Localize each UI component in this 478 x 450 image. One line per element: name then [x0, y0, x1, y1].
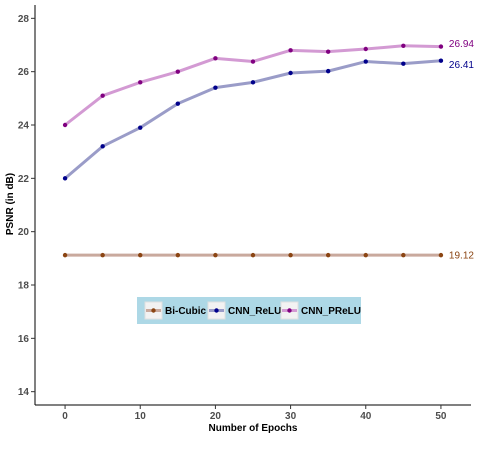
data-point-cnn-relu: [288, 70, 293, 76]
legend-label-cnn-relu: CNN_ReLU: [228, 306, 281, 317]
legend-key-point: [287, 308, 292, 313]
data-point-bi-cubic: [401, 252, 406, 258]
y-tick-label: 28: [18, 14, 30, 25]
y-tick-label: 26: [18, 67, 30, 78]
legend-label-bi-cubic: Bi-Cubic: [165, 306, 207, 317]
x-tick-label: 30: [285, 411, 297, 422]
y-tick-label: 18: [18, 281, 30, 292]
legend-label-cnn-prelu: CNN_PReLU: [301, 306, 361, 317]
x-tick-label: 50: [435, 411, 447, 422]
series-bi-cubic: [62, 252, 444, 258]
data-point-cnn-prelu: [62, 122, 68, 128]
x-axis-title: Number of Epochs: [209, 423, 298, 434]
series-layer: [62, 43, 444, 258]
end-label-cnn-relu: 26.41: [449, 60, 474, 71]
data-point-cnn-relu: [175, 101, 181, 106]
x-tick-label: 20: [210, 411, 222, 422]
legend-box: [137, 297, 361, 324]
axes: 14 16 18 20 22 24 26 28 0 10 20 30 40 50: [18, 5, 471, 422]
legend-item-cnn-prelu: CNN_PReLU: [280, 301, 361, 320]
data-point-bi-cubic: [288, 252, 293, 258]
data-point-cnn-prelu: [138, 80, 143, 85]
data-point-cnn-prelu: [401, 43, 406, 48]
data-point-cnn-prelu: [250, 59, 256, 64]
series-line-cnn-relu: [64, 59, 442, 180]
data-point-cnn-relu: [213, 85, 218, 90]
y-tick-label: 24: [18, 121, 30, 132]
data-point-cnn-relu: [138, 125, 143, 130]
legend-key-point: [214, 308, 219, 313]
data-point-cnn-prelu: [175, 69, 181, 74]
data-point-cnn-prelu: [213, 56, 218, 61]
y-tick-label: 20: [18, 227, 30, 238]
data-point-bi-cubic: [250, 252, 256, 258]
y-axis-title: PSNR (in dB): [5, 173, 16, 235]
end-labels: 19.12 26.41 26.94: [449, 39, 474, 262]
legend: Bi-Cubic CNN_ReLU CNN_PReLU: [137, 297, 361, 324]
data-point-bi-cubic: [363, 252, 368, 258]
data-point-cnn-prelu: [438, 44, 444, 49]
end-label-cnn-prelu: 26.94: [449, 39, 474, 50]
data-point-bi-cubic: [138, 252, 143, 258]
data-point-bi-cubic: [438, 252, 444, 258]
data-point-cnn-prelu: [288, 48, 293, 53]
data-point-cnn-relu: [62, 176, 68, 181]
data-point-cnn-relu: [100, 144, 105, 149]
data-point-cnn-relu: [363, 59, 368, 64]
series-line-cnn-prelu: [64, 44, 441, 127]
series-cnn-relu: [62, 58, 444, 181]
legend-key-point: [151, 308, 156, 313]
data-point-bi-cubic: [175, 252, 181, 258]
data-point-cnn-relu: [401, 61, 406, 66]
data-point-bi-cubic: [100, 252, 105, 258]
legend-item-cnn-relu: CNN_ReLU: [207, 301, 281, 320]
data-point-bi-cubic: [62, 252, 68, 258]
y-tick-label: 22: [18, 174, 30, 185]
end-label-bi-cubic: 19.12: [449, 251, 474, 262]
data-point-cnn-prelu: [100, 93, 105, 98]
data-point-cnn-relu: [250, 80, 256, 85]
data-point-bi-cubic: [213, 252, 218, 258]
legend-item-bi-cubic: Bi-Cubic: [144, 301, 207, 320]
data-point-cnn-relu: [438, 58, 444, 63]
data-point-cnn-relu: [325, 68, 331, 74]
y-tick-label: 14: [18, 387, 30, 398]
x-tick-label: 10: [135, 411, 147, 422]
series-cnn-prelu: [62, 43, 444, 128]
data-point-cnn-prelu: [363, 46, 368, 52]
data-point-cnn-prelu: [325, 49, 331, 54]
x-tick-label: 0: [62, 411, 68, 422]
x-tick-label: 40: [360, 411, 372, 422]
data-point-bi-cubic: [325, 252, 331, 258]
y-tick-label: 16: [18, 334, 30, 345]
